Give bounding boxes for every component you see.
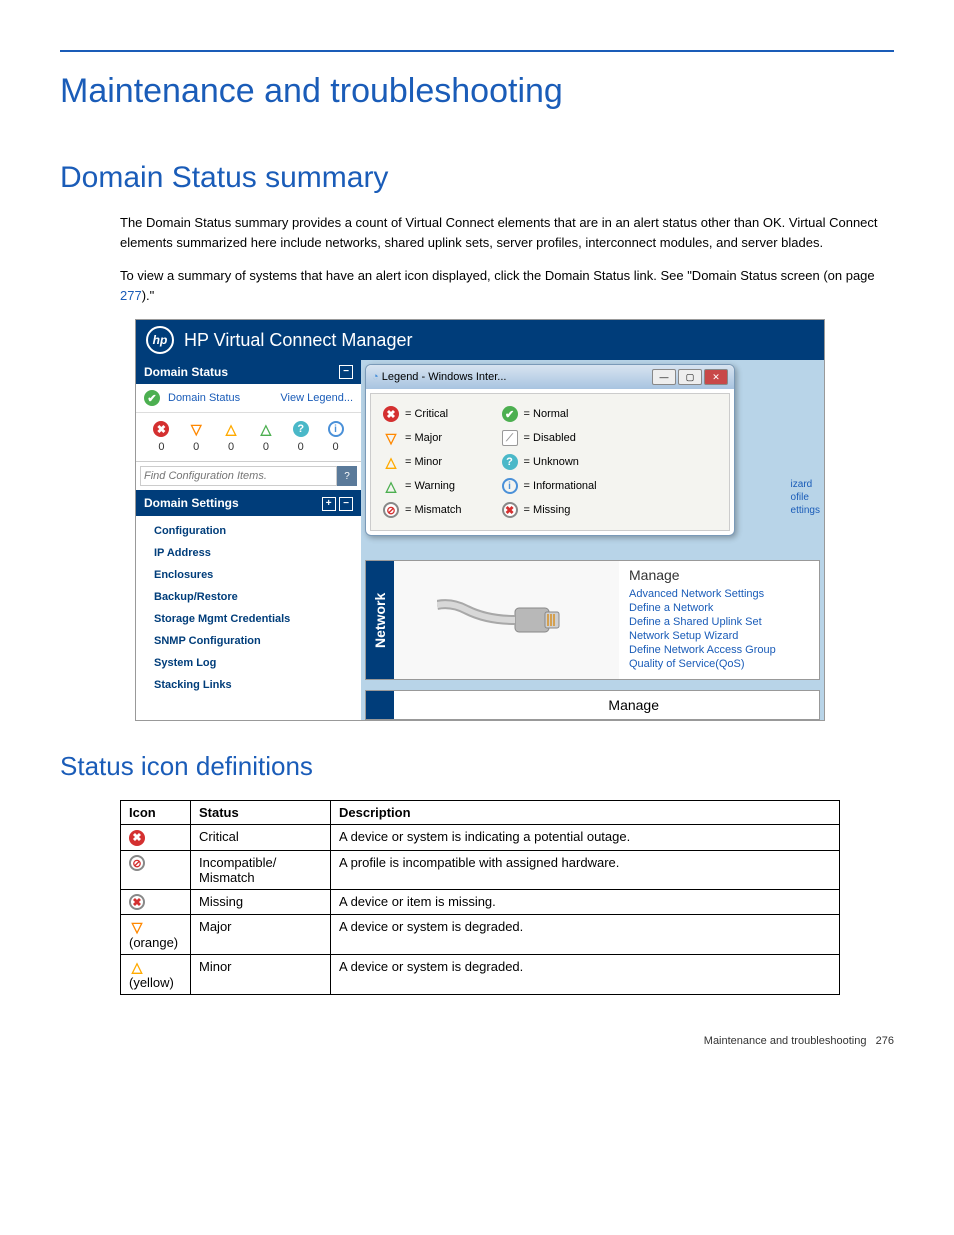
legend-item: ▽= Major [383,430,462,446]
maximize-icon[interactable]: ▢ [678,369,702,385]
th-status: Status [191,801,331,825]
warning-icon: △ [258,421,274,437]
link-page-277[interactable]: 277 [120,288,142,303]
domain-status-row: ✔ Domain Status View Legend... [136,384,361,412]
minor-icon: △ [129,959,145,975]
critical-icon: ✖ [153,421,169,437]
legend-titlebar: ◔ Legend - Windows Inter... — ▢ ✕ [366,365,734,389]
network-card: Network Manage Advanced Network Settings [365,560,820,680]
disabled-icon: ⟋ [502,430,518,446]
link-shared-uplink[interactable]: Define a Shared Uplink Set [629,615,809,629]
major-icon: ▽ [383,430,399,446]
app-title: HP Virtual Connect Manager [184,330,412,351]
sidebar-item-ip-address[interactable]: IP Address [136,542,361,564]
legend-item: ✔= Normal [502,406,597,422]
collapse-icon[interactable]: − [339,497,353,511]
table-row: ✖CriticalA device or system is indicatin… [121,825,840,851]
collapse-icon[interactable]: − [339,365,353,379]
warning-icon: △ [383,478,399,494]
hp-logo-icon: hp [146,326,174,354]
table-row: ▽(orange)MajorA device or system is degr… [121,915,840,955]
screenshot-vcm: hp HP Virtual Connect Manager Domain Sta… [135,319,825,721]
legend-item: ⊘= Mismatch [383,502,462,518]
link-network-wizard[interactable]: Network Setup Wizard [629,629,809,643]
normal-icon: ✔ [502,406,518,422]
sidebar-item-stacking[interactable]: Stacking Links [136,674,361,696]
sidebar-item-enclosures[interactable]: Enclosures [136,564,361,586]
missing-icon: ✖ [502,502,518,518]
legend-item: ✖= Missing [502,502,597,518]
sidebar-item-storage[interactable]: Storage Mgmt Credentials [136,608,361,630]
th-icon: Icon [121,801,191,825]
table-row: ⊘Incompatible/ MismatchA profile is inco… [121,850,840,889]
top-rule [60,50,894,52]
network-cable-image [394,561,619,679]
critical-icon: ✖ [383,406,399,422]
tab-stub [366,691,394,719]
unknown-icon: ? [502,454,518,470]
search-button[interactable]: ? [337,466,357,486]
peek-links: izard ofile ettings [787,474,824,521]
minimize-icon[interactable]: — [652,369,676,385]
major-icon: ▽ [188,421,204,437]
minor-icon: △ [223,421,239,437]
normal-icon: ✔ [144,390,160,406]
legend-item: ?= Unknown [502,454,597,470]
th-desc: Description [331,801,840,825]
link-adv-network[interactable]: Advanced Network Settings [629,587,809,601]
sidebar: Domain Status − ✔ Domain Status View Leg… [136,360,361,720]
mismatch-icon: ⊘ [129,855,145,871]
domain-status-link[interactable]: Domain Status [168,392,240,404]
link-qos[interactable]: Quality of Service(QoS) [629,657,809,671]
table-row: ✖MissingA device or item is missing. [121,889,840,915]
sidebar-item-snmp[interactable]: SNMP Configuration [136,630,361,652]
legend-item: ⟋= Disabled [502,430,597,446]
manage-bar: Manage [365,690,820,720]
section-domain-status: Domain Status summary [60,161,894,195]
link-access-group[interactable]: Define Network Access Group [629,643,809,657]
network-tab[interactable]: Network [366,561,394,679]
para-2: To view a summary of systems that have a… [120,266,894,305]
network-manage: Manage Advanced Network Settings Define … [619,561,819,679]
search-box: ? [136,461,361,490]
info-icon: i [502,478,518,494]
sidebar-settings-header: Domain Settings + − [136,490,361,516]
legend-item: △= Warning [383,478,462,494]
status-icon-counts: ✖0 ▽0 △0 △0 ?0 i0 [136,412,361,461]
page-title: Maintenance and troubleshooting [60,72,894,111]
sidebar-item-backup[interactable]: Backup/Restore [136,586,361,608]
close-icon[interactable]: ✕ [704,369,728,385]
right-panel: ◔ Legend - Windows Inter... — ▢ ✕ ✖= Cri… [361,360,824,720]
sidebar-domain-status-header: Domain Status − [136,360,361,384]
footer: Maintenance and troubleshooting 276 [60,1035,894,1047]
manage-bar-label: Manage [394,691,819,719]
sidebar-item-configuration[interactable]: Configuration [136,520,361,542]
section-status-icons: Status icon definitions [60,751,894,782]
legend-window: ◔ Legend - Windows Inter... — ▢ ✕ ✖= Cri… [365,364,735,536]
legend-item: △= Minor [383,454,462,470]
sidebar-item-syslog[interactable]: System Log [136,652,361,674]
missing-icon: ✖ [129,894,145,910]
mismatch-icon: ⊘ [383,502,399,518]
minor-icon: △ [383,454,399,470]
legend-body: ✖= Critical ▽= Major △= Minor △= Warning ⊘= … [370,393,730,531]
settings-list: Configuration IP Address Enclosures Back… [136,516,361,700]
legend-item: i= Informational [502,478,597,494]
major-icon: ▽ [129,919,145,935]
status-icon-table: Icon Status Description ✖CriticalA devic… [120,800,840,995]
unknown-icon: ? [293,421,309,437]
app-titlebar: hp HP Virtual Connect Manager [136,320,824,360]
view-legend-link[interactable]: View Legend... [280,392,353,404]
link-define-network[interactable]: Define a Network [629,601,809,615]
para-1: The Domain Status summary provides a cou… [120,213,894,252]
manage-title: Manage [629,567,809,583]
table-row: △(yellow)MinorA device or system is degr… [121,955,840,995]
info-icon: i [328,421,344,437]
legend-item: ✖= Critical [383,406,462,422]
expand-icon[interactable]: + [322,497,336,511]
search-input[interactable] [140,466,337,486]
critical-icon: ✖ [129,830,145,846]
